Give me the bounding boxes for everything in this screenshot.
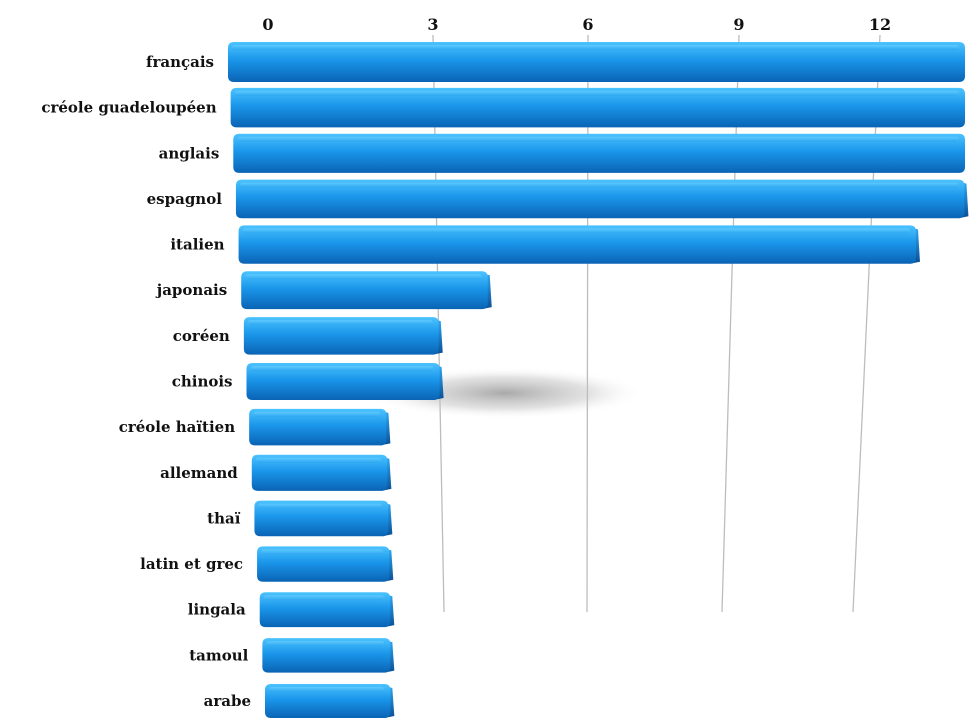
grid-line xyxy=(852,34,881,613)
bar-body xyxy=(257,546,390,582)
bar-body xyxy=(241,271,488,310)
bar-highlight xyxy=(253,411,381,417)
bar-highlight xyxy=(232,45,959,50)
bar-highlight xyxy=(263,595,385,601)
category-label: créole haïtien xyxy=(119,418,236,436)
bar-body xyxy=(230,87,966,128)
bars xyxy=(228,42,969,718)
bar-body xyxy=(228,42,965,82)
x-tick-label: 3 xyxy=(427,15,438,34)
bar xyxy=(230,87,966,128)
category-labels: français créole guadeloupéen anglais espagn… xyxy=(41,53,251,710)
category-label: coréen xyxy=(173,327,230,345)
category-label: anglais xyxy=(159,144,220,162)
bar-body xyxy=(254,500,389,537)
category-label: espagnol xyxy=(147,190,223,208)
bar xyxy=(262,638,395,673)
x-axis-ticks: 0 3 6 9 12 xyxy=(262,15,891,34)
category-label: lingala xyxy=(188,601,246,619)
bar xyxy=(259,592,395,628)
bar xyxy=(246,363,444,400)
bar-highlight xyxy=(255,457,382,463)
bar xyxy=(235,179,969,219)
category-label: créole guadeloupéen xyxy=(41,99,216,117)
category-label: japonais xyxy=(155,281,227,299)
bar xyxy=(257,546,394,582)
bar-body xyxy=(243,317,439,355)
bar xyxy=(251,454,392,491)
bar-body xyxy=(246,363,440,400)
bar-highlight xyxy=(239,182,959,188)
bar-highlight xyxy=(247,320,433,326)
bar xyxy=(265,684,395,718)
bar-body xyxy=(262,638,391,673)
category-label: italien xyxy=(170,236,224,254)
bar-body xyxy=(235,179,965,219)
bar xyxy=(233,133,966,173)
bar-highlight xyxy=(245,274,482,280)
bar-highlight xyxy=(261,549,384,555)
bar-body xyxy=(249,408,387,446)
bar-highlight xyxy=(266,641,385,647)
bar-highlight xyxy=(242,228,910,234)
bar-highlight xyxy=(250,366,434,371)
bar-highlight xyxy=(234,90,960,96)
bar-body xyxy=(233,133,966,173)
x-tick-label: 6 xyxy=(582,15,593,34)
x-tick-label: 9 xyxy=(733,15,744,34)
category-label: tamoul xyxy=(189,646,248,664)
category-label: français xyxy=(146,53,214,71)
category-label: chinois xyxy=(172,373,233,391)
bar xyxy=(249,408,391,446)
bar-highlight xyxy=(237,136,960,142)
bar xyxy=(238,225,920,264)
category-label: latin et grec xyxy=(140,555,243,573)
bar-body xyxy=(265,684,391,718)
bar-body xyxy=(259,592,391,628)
bar-body xyxy=(238,225,916,264)
grid-line xyxy=(586,34,589,613)
category-label: allemand xyxy=(160,464,238,482)
bar xyxy=(243,317,443,355)
category-label: thaï xyxy=(207,509,241,527)
bar xyxy=(228,42,965,82)
x-tick-label: 0 xyxy=(262,15,273,34)
grid-line xyxy=(721,34,740,613)
x-tick-label: 12 xyxy=(869,15,891,34)
bar-highlight xyxy=(269,687,385,692)
category-label: arabe xyxy=(204,692,251,710)
bar xyxy=(241,271,492,310)
bar-highlight xyxy=(258,503,383,509)
bar xyxy=(254,500,393,537)
bar-body xyxy=(251,454,388,491)
